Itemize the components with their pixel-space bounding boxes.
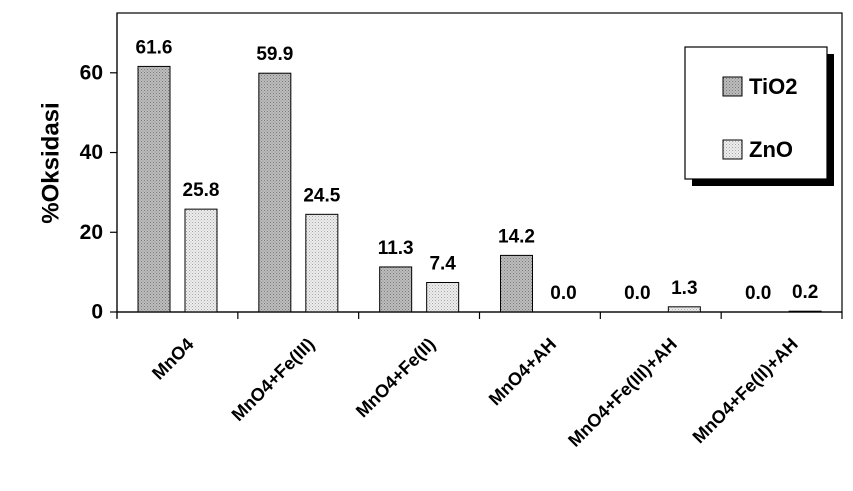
- bar-tio2-mno4-ah: [500, 254, 533, 313]
- x-tick-label-mno4: MnO4: [148, 334, 198, 384]
- data-label-tio2-mno4-ah: 14.2: [498, 226, 535, 247]
- data-labels-layer: 61.6 59.9 11.3 14.2 0.0 0.0 25.8 24.5 7.4 0.0 1.3 0…: [136, 37, 819, 304]
- x-tick-label-mno4-fe-iii-ah: MnO4+Fe(III)+AH: [564, 334, 681, 451]
- legend: TiO2 ZnO: [684, 46, 834, 186]
- legend-box: [684, 46, 828, 180]
- x-tick-label-mno4-fe-ii-ah: MnO4+Fe(II)+AH: [689, 334, 802, 447]
- y-tick-label-20: 20: [80, 221, 103, 244]
- data-label-zno-mno4-fe-iii-ah: 1.3: [671, 278, 697, 299]
- x-tick-label-mno4-fe-iii: MnO4+Fe(III): [228, 334, 319, 425]
- bar-tio2-mno4-fe-iii: [258, 72, 292, 313]
- data-label-zno-mno4-ah: 0.0: [550, 283, 576, 304]
- data-label-zno-mno4-fe-ii: 7.4: [429, 253, 456, 274]
- x-tick-label-mno4-fe-ii: MnO4+Fe(II): [352, 334, 439, 421]
- legend-label-tio2: TiO2: [749, 74, 798, 99]
- bar-zno-mno4-fe-iii: [305, 213, 339, 313]
- bar-zno-mno4-fe-iii-ah: [667, 306, 701, 313]
- data-label-zno-mno4-fe-iii: 24.5: [303, 185, 340, 206]
- y-tick-label-40: 40: [80, 141, 103, 164]
- data-label-zno-mno4: 25.8: [183, 180, 220, 201]
- data-label-zno-mno4-fe-ii-ah: 0.2: [792, 282, 818, 303]
- legend-swatch-zno: [722, 139, 743, 160]
- data-label-tio2-mno4-fe-iii-ah: 0.0: [624, 283, 650, 304]
- x-tick-label-mno4-ah: MnO4+AH: [485, 334, 560, 409]
- data-label-tio2-mno4-fe-ii-ah: 0.0: [745, 283, 771, 304]
- y-tick-label-60: 60: [80, 61, 103, 84]
- data-label-tio2-mno4-fe-iii: 59.9: [256, 44, 293, 65]
- y-tick-label-0: 0: [91, 301, 103, 324]
- data-label-tio2-mno4-fe-ii: 11.3: [378, 238, 414, 259]
- y-axis-title: %Oksidasi: [37, 102, 64, 223]
- data-label-tio2-mno4: 61.6: [136, 37, 173, 58]
- legend-label-zno: ZnO: [749, 137, 793, 162]
- legend-swatch-tio2: [722, 76, 743, 97]
- bar-tio2-mno4: [137, 65, 171, 313]
- bar-zno-mno4-fe-ii: [426, 281, 460, 313]
- bar-tio2-mno4-fe-ii: [379, 266, 413, 313]
- bar-zno-mno4: [184, 208, 218, 313]
